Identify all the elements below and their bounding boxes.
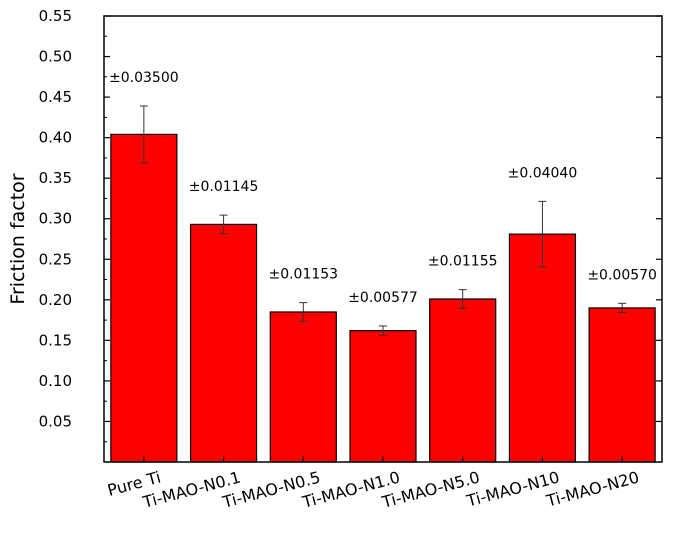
bar [110, 133, 178, 463]
bar [429, 298, 497, 463]
y-tick-label: 0.15 [39, 331, 72, 349]
y-axis-ticks [104, 15, 662, 443]
error-labels-layer: ±0.03500 ±0.01145 ±0.01153 ±0.00577 ±0.01155… [109, 70, 657, 306]
bar [189, 223, 258, 463]
y-tick-label: 0.30 [39, 210, 72, 228]
y-tick-label: 0.40 [39, 129, 72, 147]
y-axis-tick-labels: 0.05 0.10 0.15 0.20 0.25 0.30 0.35 0.40 0.45 0.50… [39, 7, 72, 430]
x-axis-ticks [143, 456, 623, 462]
error-label: ±0.04040 [508, 165, 578, 181]
y-tick-label: 0.55 [39, 7, 72, 25]
bar [508, 233, 577, 463]
bar [349, 330, 417, 463]
error-label: ±0.00570 [587, 267, 657, 283]
y-tick-label: 0.05 [39, 412, 72, 430]
y-axis-title: Friction factor [7, 173, 29, 304]
error-label: ±0.01155 [428, 254, 498, 270]
y-tick-label: 0.45 [39, 88, 72, 106]
error-label: ±0.01153 [268, 267, 338, 283]
error-label: ±0.01145 [189, 179, 259, 195]
bar [269, 311, 337, 463]
error-label: ±0.03500 [109, 70, 179, 86]
y-tick-label: 0.25 [39, 250, 72, 268]
y-tick-label: 0.20 [39, 291, 72, 309]
bar [588, 307, 656, 463]
bars-layer [110, 133, 656, 463]
error-label: ±0.00577 [348, 290, 418, 306]
error-bars-layer [139, 105, 627, 336]
y-tick-label: 0.35 [39, 169, 72, 187]
y-tick-label: 0.50 [39, 48, 72, 66]
y-tick-label: 0.10 [39, 372, 72, 390]
